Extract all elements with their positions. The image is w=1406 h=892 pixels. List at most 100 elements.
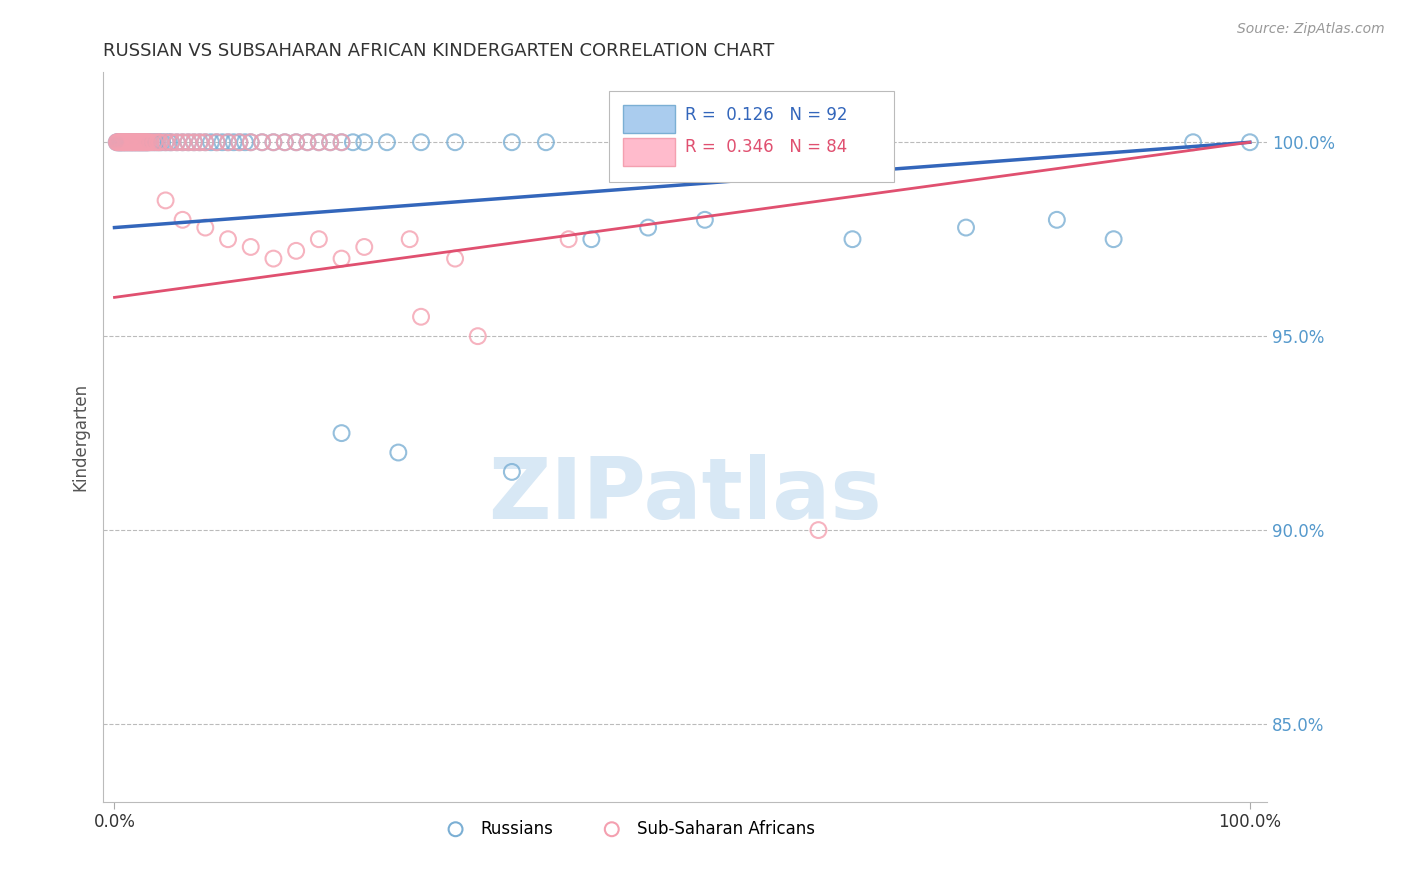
Point bbox=[274, 135, 297, 149]
Point bbox=[409, 310, 432, 324]
Point bbox=[124, 135, 146, 149]
Text: R =  0.126   N = 92: R = 0.126 N = 92 bbox=[685, 106, 848, 124]
Point bbox=[166, 135, 188, 149]
Point bbox=[122, 135, 145, 149]
Point bbox=[205, 135, 228, 149]
Point bbox=[239, 240, 262, 254]
Point bbox=[375, 135, 398, 149]
Point bbox=[108, 135, 131, 149]
Point bbox=[115, 135, 138, 149]
Point bbox=[188, 135, 211, 149]
Point bbox=[285, 244, 308, 258]
Point bbox=[319, 135, 342, 149]
Point bbox=[127, 135, 149, 149]
Point bbox=[108, 135, 131, 149]
Point bbox=[108, 135, 131, 149]
Point bbox=[114, 135, 136, 149]
FancyBboxPatch shape bbox=[609, 91, 894, 182]
Point bbox=[501, 465, 523, 479]
Point bbox=[444, 252, 467, 266]
Point bbox=[807, 523, 830, 537]
Point bbox=[1239, 135, 1261, 149]
Point bbox=[955, 220, 977, 235]
Point bbox=[155, 194, 177, 208]
Point bbox=[693, 212, 716, 227]
Point bbox=[139, 135, 162, 149]
Point bbox=[342, 135, 364, 149]
FancyBboxPatch shape bbox=[623, 138, 675, 166]
Text: ZIPatlas: ZIPatlas bbox=[488, 454, 882, 537]
Point bbox=[444, 135, 467, 149]
Point bbox=[160, 135, 183, 149]
Point bbox=[250, 135, 273, 149]
Point bbox=[132, 135, 155, 149]
Point bbox=[143, 135, 166, 149]
Point bbox=[262, 135, 284, 149]
Point bbox=[128, 135, 150, 149]
Point bbox=[127, 135, 149, 149]
Point bbox=[114, 135, 136, 149]
Point bbox=[111, 135, 134, 149]
Point bbox=[135, 135, 157, 149]
Point bbox=[135, 135, 157, 149]
Point bbox=[250, 135, 273, 149]
Point bbox=[125, 135, 148, 149]
Point bbox=[330, 426, 353, 441]
Point bbox=[105, 135, 128, 149]
Point bbox=[172, 212, 194, 227]
Point bbox=[111, 135, 134, 149]
Point bbox=[146, 135, 169, 149]
Point bbox=[132, 135, 155, 149]
Point bbox=[353, 135, 375, 149]
Point bbox=[200, 135, 222, 149]
Point bbox=[581, 232, 603, 246]
Point bbox=[228, 135, 250, 149]
Point bbox=[122, 135, 145, 149]
Point bbox=[131, 135, 153, 149]
Point bbox=[112, 135, 135, 149]
Point bbox=[262, 252, 284, 266]
Point bbox=[120, 135, 142, 149]
Point bbox=[155, 135, 177, 149]
Point bbox=[183, 135, 205, 149]
Point bbox=[501, 135, 523, 149]
Point bbox=[308, 135, 330, 149]
Point bbox=[117, 135, 139, 149]
Point bbox=[149, 135, 172, 149]
Point bbox=[149, 135, 172, 149]
Text: Source: ZipAtlas.com: Source: ZipAtlas.com bbox=[1237, 22, 1385, 37]
Point bbox=[308, 232, 330, 246]
Point bbox=[105, 135, 128, 149]
Point bbox=[120, 135, 142, 149]
Point bbox=[127, 135, 149, 149]
Point bbox=[228, 135, 250, 149]
Point bbox=[177, 135, 200, 149]
Point bbox=[172, 135, 194, 149]
Point bbox=[239, 135, 262, 149]
Point bbox=[1182, 135, 1205, 149]
Point bbox=[114, 135, 136, 149]
Point bbox=[121, 135, 143, 149]
Point bbox=[132, 135, 155, 149]
Point bbox=[233, 135, 256, 149]
Point bbox=[112, 135, 135, 149]
Point bbox=[110, 135, 132, 149]
Point bbox=[353, 240, 375, 254]
Point bbox=[274, 135, 297, 149]
Point bbox=[841, 232, 863, 246]
Point bbox=[150, 135, 173, 149]
Point bbox=[319, 135, 342, 149]
Point bbox=[143, 135, 166, 149]
Point bbox=[211, 135, 233, 149]
Point bbox=[398, 232, 420, 246]
Point bbox=[285, 135, 308, 149]
Point bbox=[107, 135, 129, 149]
Text: RUSSIAN VS SUBSAHARAN AFRICAN KINDERGARTEN CORRELATION CHART: RUSSIAN VS SUBSAHARAN AFRICAN KINDERGART… bbox=[103, 42, 775, 60]
Point bbox=[131, 135, 153, 149]
Point bbox=[262, 135, 284, 149]
Point bbox=[118, 135, 141, 149]
Point bbox=[172, 135, 194, 149]
Point bbox=[557, 232, 579, 246]
Point bbox=[157, 135, 180, 149]
Point bbox=[330, 135, 353, 149]
